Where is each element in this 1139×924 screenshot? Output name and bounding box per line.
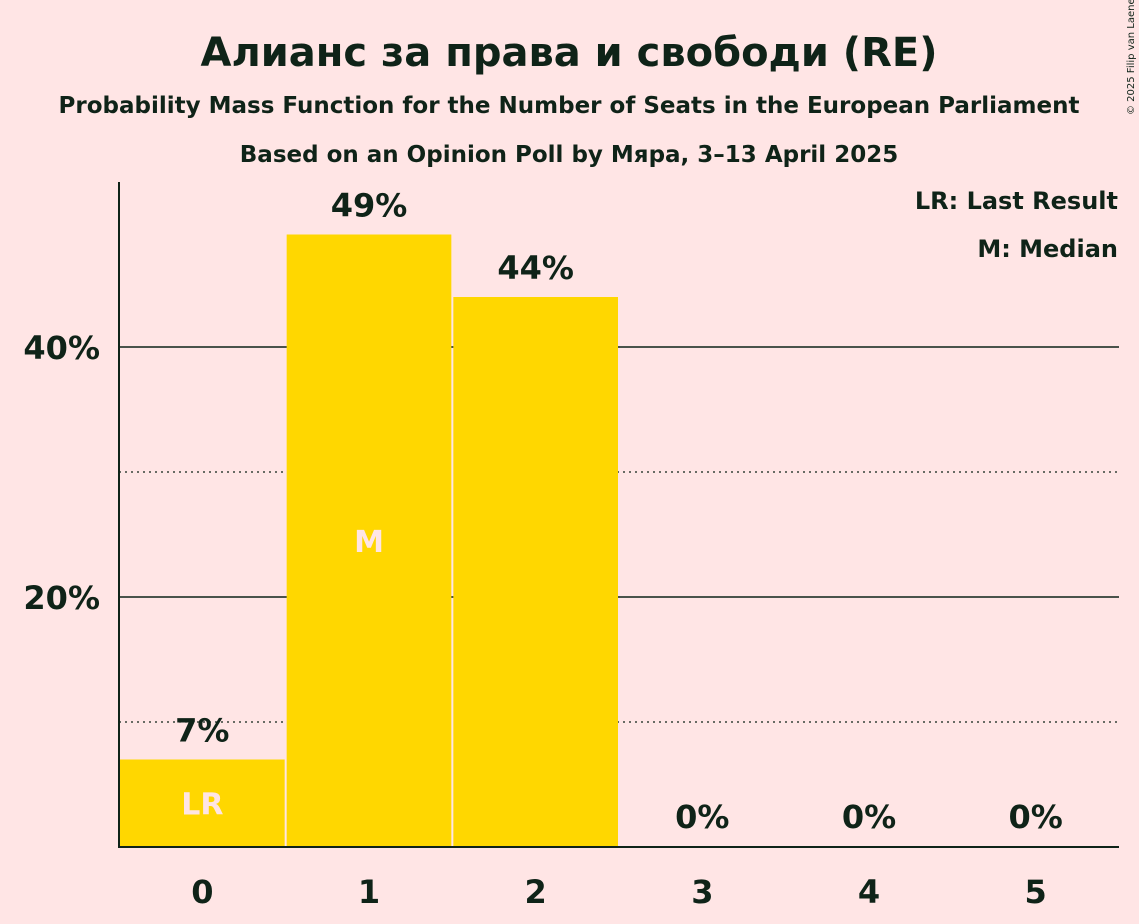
x-tick-label-4: 4: [858, 873, 880, 911]
gridlines: [119, 346, 1119, 723]
value-label-1: 49%: [331, 187, 408, 225]
bar-2: [453, 297, 618, 847]
x-tick-label-2: 2: [525, 873, 547, 911]
last-result-marker: LR: [181, 787, 223, 822]
copyright-note: © 2025 Filip van Laenen: [1126, 0, 1137, 115]
value-label-2: 44%: [497, 249, 574, 287]
data-labels: 7% LR 49% M 44% 0% 0% 0%: [175, 187, 1063, 837]
x-tick-label-3: 3: [691, 873, 713, 911]
legend-median: M: Median: [977, 235, 1118, 263]
bar-1: [286, 234, 452, 847]
chart-title: Алианс за права и свободи (RE): [200, 30, 937, 76]
value-label-0: 7%: [175, 712, 229, 750]
legend-last-result: LR: Last Result: [915, 187, 1118, 215]
chart-subtitle-poll: Based on an Opinion Poll by Мяра, 3–13 A…: [240, 142, 898, 168]
median-marker: M: [354, 525, 384, 560]
x-tick-label-0: 0: [191, 873, 213, 911]
x-tick-label-5: 5: [1025, 873, 1047, 911]
value-label-5: 0%: [1009, 798, 1063, 836]
bars: [120, 234, 618, 847]
value-label-3: 0%: [675, 798, 729, 836]
chart-subtitle: Probability Mass Function for the Number…: [59, 93, 1080, 119]
x-tick-label-1: 1: [358, 873, 380, 911]
bar-0: [120, 759, 285, 847]
y-tick-label: 20%: [23, 579, 100, 617]
value-label-4: 0%: [842, 798, 896, 836]
axes: 20% 40% 0 1 2 3 4 5: [23, 182, 1119, 911]
y-tick-label: 40%: [23, 329, 100, 367]
